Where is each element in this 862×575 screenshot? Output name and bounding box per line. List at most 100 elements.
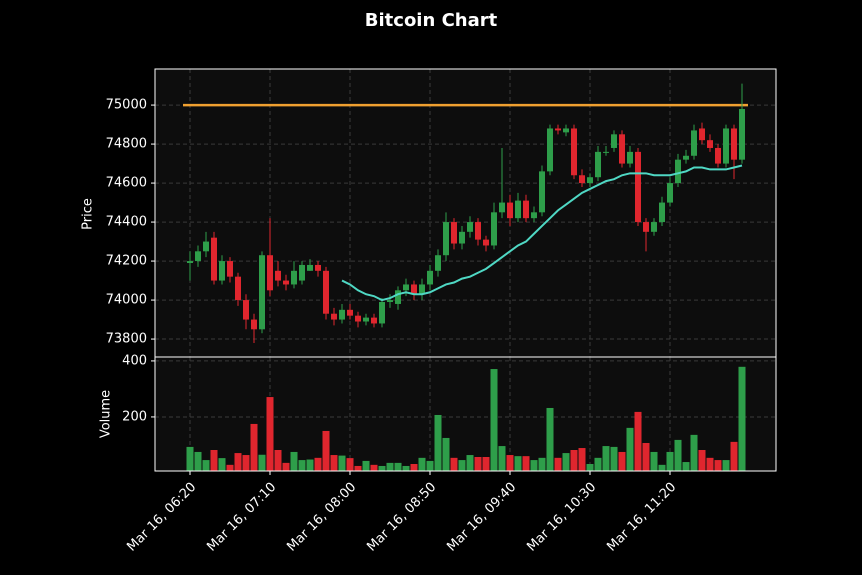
volume-bar xyxy=(594,457,602,471)
volume-bar xyxy=(218,458,226,471)
y-tick-label: 400 xyxy=(122,353,147,368)
volume-bar xyxy=(674,439,682,471)
y-axis-label: Price xyxy=(81,198,96,230)
moving-average-line xyxy=(341,164,743,302)
candle-body xyxy=(411,284,417,295)
candle-body xyxy=(331,313,337,320)
candle-body xyxy=(651,222,657,232)
volume-bar xyxy=(666,451,674,471)
volume-bar xyxy=(506,455,514,471)
volume-bar xyxy=(274,449,282,471)
volume-bar xyxy=(698,449,706,471)
candle-body xyxy=(435,255,441,271)
volume-bar xyxy=(482,456,490,471)
candle-body xyxy=(571,128,577,176)
candle-body xyxy=(451,222,457,244)
volume-bar xyxy=(650,451,658,471)
volume-bar xyxy=(538,457,546,471)
candle-body xyxy=(595,151,601,178)
volume-bar xyxy=(258,454,266,471)
volume-bar xyxy=(338,455,346,471)
volume-bar xyxy=(442,437,450,471)
volume-bar xyxy=(330,455,338,471)
candle-body xyxy=(723,128,729,164)
candle-body xyxy=(731,128,737,160)
candle-body xyxy=(219,261,225,281)
candle-body xyxy=(203,241,209,252)
candle-body xyxy=(459,231,465,244)
volume-bar xyxy=(322,430,330,471)
candle-body xyxy=(227,261,233,277)
volume-bar xyxy=(586,463,594,471)
volume-bar xyxy=(402,465,410,471)
price-panel xyxy=(155,69,776,357)
volume-bar xyxy=(290,451,298,471)
volume-bar xyxy=(266,397,274,471)
candle-body xyxy=(491,212,497,246)
candle-body xyxy=(523,200,529,219)
volume-bar xyxy=(450,457,458,471)
candle-body xyxy=(667,183,673,203)
candle-body xyxy=(699,128,705,141)
candle-body xyxy=(347,309,353,316)
volume-bar xyxy=(226,464,234,471)
volume-bar xyxy=(314,457,322,471)
volume-bar xyxy=(370,464,378,471)
candle-body xyxy=(611,134,617,148)
candle-body xyxy=(499,202,505,213)
volume-bar xyxy=(386,462,394,471)
volume-bar xyxy=(234,453,242,471)
candle-body xyxy=(291,270,297,285)
volume-bar xyxy=(738,366,746,471)
volume-bar xyxy=(514,456,522,471)
volume-bar xyxy=(466,455,474,471)
candle-body xyxy=(739,108,745,160)
candle-body xyxy=(707,140,713,148)
chart-title: Bitcoin Chart xyxy=(365,10,498,31)
y-tick-label: 200 xyxy=(122,409,147,424)
volume-bar xyxy=(602,446,610,471)
candle-body xyxy=(307,264,313,271)
volume-bar xyxy=(498,446,506,471)
candle-body xyxy=(339,309,345,320)
volume-panel xyxy=(155,357,776,471)
volume-bar xyxy=(194,451,202,471)
candle-body xyxy=(579,175,585,184)
candle-body xyxy=(467,222,473,232)
volume-bar xyxy=(362,460,370,471)
candle-body xyxy=(443,222,449,256)
candle-body xyxy=(355,315,361,322)
volume-bar xyxy=(554,457,562,471)
candle-body xyxy=(563,128,569,133)
candle-body xyxy=(387,300,393,303)
volume-frame xyxy=(154,356,777,472)
candle-body xyxy=(275,270,281,281)
volume-bar xyxy=(730,441,738,471)
candle-body xyxy=(531,212,537,219)
candle-body xyxy=(627,151,633,164)
candle-body xyxy=(515,200,521,219)
volume-bar xyxy=(410,463,418,471)
y-tick-label: 74200 xyxy=(106,254,147,269)
volume-bar xyxy=(618,451,626,471)
y-tick-label: 75000 xyxy=(106,98,147,113)
volume-bar xyxy=(642,442,650,471)
volume-bar xyxy=(634,411,642,471)
candle-body xyxy=(643,222,649,232)
y-tick-label: 74000 xyxy=(106,293,147,308)
candle-body xyxy=(235,276,241,301)
volume-bar xyxy=(434,414,442,471)
volume-bar xyxy=(346,458,354,471)
volume-bar xyxy=(690,434,698,471)
candle-body xyxy=(243,300,249,320)
y-tick-label: 74800 xyxy=(106,137,147,152)
candle-body xyxy=(267,255,273,291)
candle-body xyxy=(251,319,257,330)
volume-bar xyxy=(578,448,586,471)
y-tick-label: 74400 xyxy=(106,215,147,230)
volume-bar xyxy=(626,427,634,471)
volume-bar xyxy=(210,449,218,471)
candle-body xyxy=(675,159,681,184)
volume-bar xyxy=(562,453,570,471)
